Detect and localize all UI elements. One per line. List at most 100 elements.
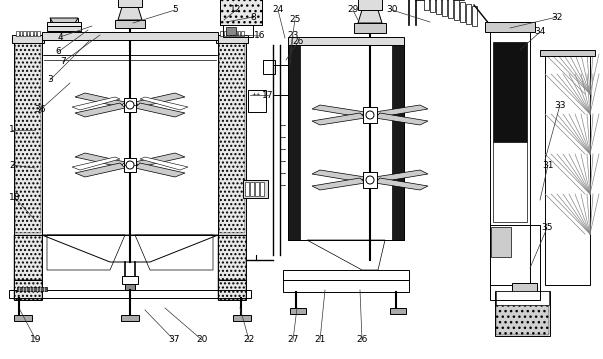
Bar bbox=[14, 235, 42, 280]
Bar bbox=[493, 142, 527, 222]
Polygon shape bbox=[312, 105, 365, 117]
Polygon shape bbox=[72, 157, 120, 170]
Bar bbox=[540, 50, 595, 56]
Bar bbox=[490, 22, 530, 285]
Circle shape bbox=[126, 161, 134, 169]
Text: 4: 4 bbox=[57, 33, 63, 42]
Bar bbox=[442, 0, 447, 16]
Bar bbox=[12, 35, 44, 43]
Bar bbox=[512, 283, 537, 291]
Bar bbox=[14, 315, 32, 321]
Text: 37: 37 bbox=[168, 336, 180, 345]
Text: 3: 3 bbox=[47, 75, 53, 84]
Bar bbox=[248, 90, 266, 112]
Polygon shape bbox=[375, 178, 428, 190]
Bar bbox=[19, 31, 22, 36]
Polygon shape bbox=[312, 178, 365, 190]
Bar bbox=[16, 31, 19, 36]
Bar bbox=[9, 290, 251, 298]
Polygon shape bbox=[75, 93, 125, 107]
Bar bbox=[227, 31, 230, 36]
Bar bbox=[47, 26, 81, 31]
Text: 7: 7 bbox=[60, 57, 66, 66]
Bar bbox=[490, 225, 540, 300]
Bar bbox=[14, 40, 42, 235]
Text: 29: 29 bbox=[347, 5, 359, 14]
Text: 5: 5 bbox=[172, 5, 178, 14]
Text: 26: 26 bbox=[356, 336, 368, 345]
Polygon shape bbox=[72, 97, 120, 110]
Text: 2: 2 bbox=[9, 160, 15, 169]
Bar bbox=[460, 2, 465, 22]
Bar bbox=[218, 235, 246, 280]
Bar bbox=[496, 291, 549, 305]
Bar bbox=[50, 18, 78, 28]
Bar bbox=[124, 158, 136, 172]
Polygon shape bbox=[140, 157, 188, 170]
Bar bbox=[37, 31, 40, 36]
Polygon shape bbox=[312, 113, 365, 125]
Circle shape bbox=[366, 176, 374, 184]
Text: 16: 16 bbox=[254, 32, 266, 41]
Bar bbox=[390, 308, 406, 314]
Text: 26: 26 bbox=[292, 37, 304, 47]
Bar bbox=[218, 280, 246, 300]
Text: 34: 34 bbox=[534, 28, 546, 37]
Bar bbox=[243, 180, 268, 198]
Polygon shape bbox=[118, 7, 142, 20]
Bar bbox=[493, 42, 527, 142]
Bar bbox=[363, 107, 377, 123]
Bar bbox=[218, 280, 246, 300]
Polygon shape bbox=[75, 103, 125, 117]
Bar bbox=[288, 45, 300, 240]
Polygon shape bbox=[135, 153, 185, 167]
Bar bbox=[485, 22, 535, 32]
Polygon shape bbox=[312, 170, 365, 182]
Bar bbox=[218, 235, 246, 280]
Bar bbox=[17, 287, 47, 291]
Text: 20: 20 bbox=[197, 336, 207, 345]
Bar bbox=[30, 31, 33, 36]
Bar bbox=[224, 31, 226, 36]
Bar bbox=[255, 182, 259, 196]
Bar bbox=[363, 172, 377, 188]
Text: 35: 35 bbox=[541, 224, 553, 233]
Bar bbox=[424, 0, 429, 10]
Polygon shape bbox=[75, 163, 125, 177]
Bar bbox=[448, 0, 453, 18]
Polygon shape bbox=[135, 163, 185, 177]
Polygon shape bbox=[135, 93, 185, 107]
Bar bbox=[234, 31, 236, 36]
Bar bbox=[230, 31, 233, 36]
Bar bbox=[118, 0, 142, 7]
Bar bbox=[125, 284, 135, 290]
Polygon shape bbox=[135, 103, 185, 117]
Bar bbox=[226, 27, 236, 35]
Text: 24: 24 bbox=[273, 5, 283, 14]
Text: 31: 31 bbox=[542, 160, 554, 169]
Text: 21: 21 bbox=[314, 336, 326, 345]
Text: 12: 12 bbox=[230, 5, 242, 14]
Text: 33: 33 bbox=[554, 101, 566, 109]
Bar bbox=[472, 6, 477, 26]
Polygon shape bbox=[50, 18, 78, 28]
Bar bbox=[14, 280, 42, 300]
Bar bbox=[23, 31, 25, 36]
Text: 18: 18 bbox=[9, 194, 21, 202]
Text: 6: 6 bbox=[55, 47, 61, 56]
Polygon shape bbox=[375, 105, 428, 117]
Bar bbox=[250, 182, 254, 196]
Text: 8: 8 bbox=[250, 13, 256, 22]
Text: 32: 32 bbox=[551, 13, 563, 22]
Bar bbox=[223, 25, 253, 37]
Bar bbox=[27, 31, 29, 36]
Text: 1: 1 bbox=[9, 126, 15, 135]
Bar bbox=[47, 22, 81, 26]
Bar bbox=[354, 23, 386, 33]
Bar bbox=[430, 0, 435, 12]
Text: 30: 30 bbox=[387, 5, 398, 14]
Bar bbox=[288, 37, 404, 45]
Bar bbox=[220, 0, 262, 25]
Bar bbox=[233, 315, 251, 321]
Bar bbox=[219, 42, 245, 233]
